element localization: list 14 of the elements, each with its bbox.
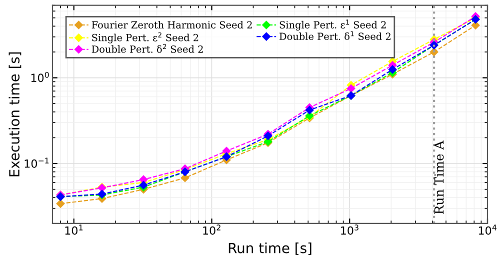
y-axis-title: Execution time [s] xyxy=(8,52,22,176)
x-tick-label: 10$^{1}$ xyxy=(65,224,83,235)
x-tick-label: 10$^{2}$ xyxy=(203,224,220,235)
x-axis-title: Run time [s] xyxy=(228,242,312,255)
legend-label: Single Pert. ε$^{1}$ Seed 2 xyxy=(280,20,386,30)
y-tick-label: 10$^{0}$ xyxy=(31,72,49,82)
legend-label: Fourier Zeroth Harmonic Seed 2 xyxy=(92,21,252,29)
ref-line-label: Run Time A xyxy=(434,140,444,214)
legend-label: Single Pert. ε$^{2}$ Seed 2 xyxy=(92,32,198,44)
x-tick-label: 10$^{3}$ xyxy=(341,224,358,235)
x-tick-label: 10$^{4}$ xyxy=(478,224,496,235)
y-tick-label: 10$^{−1}$ xyxy=(24,158,49,168)
legend-label: Double Pert. δ$^{1}$ Seed 2 xyxy=(280,31,390,40)
legend-label: Double Pert. δ$^{2}$ Seed 2 xyxy=(92,44,203,53)
